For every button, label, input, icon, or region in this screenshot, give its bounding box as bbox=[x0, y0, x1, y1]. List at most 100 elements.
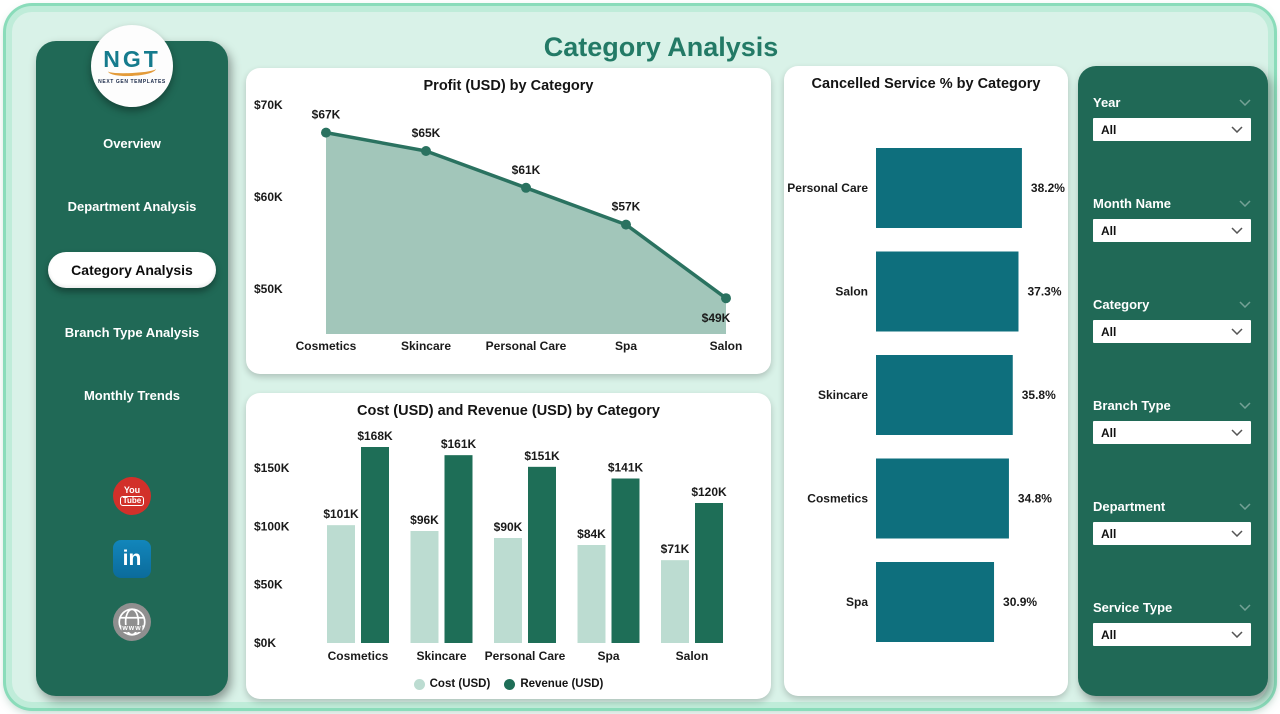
filter-label: Department bbox=[1093, 499, 1166, 514]
globe-www-label: www bbox=[121, 625, 143, 632]
data-label: $61K bbox=[512, 163, 541, 177]
filter-panel: Year All Month Name All Category All Branch Ty… bbox=[1078, 66, 1268, 696]
filter-category-dropdown[interactable]: All bbox=[1093, 320, 1251, 343]
legend-dot bbox=[413, 678, 425, 690]
filter-year-dropdown[interactable]: All bbox=[1093, 118, 1251, 141]
filter-selected-value: All bbox=[1101, 425, 1117, 440]
filter-label: Service Type bbox=[1093, 600, 1173, 615]
bar-revenue-usd--skincare[interactable] bbox=[444, 455, 473, 643]
x-axis-label: Salon bbox=[710, 339, 743, 353]
filter-month-name-dropdown[interactable]: All bbox=[1093, 219, 1251, 242]
linkedin-icon[interactable]: in bbox=[113, 540, 151, 578]
filter-label: Branch Type bbox=[1093, 398, 1171, 413]
ngt-logo: NGT NEXT GEN TEMPLATES bbox=[91, 25, 173, 107]
bar-cost-usd--skincare[interactable] bbox=[410, 530, 439, 643]
data-label: 34.8% bbox=[1018, 492, 1052, 506]
y-axis-label: Skincare bbox=[818, 388, 868, 402]
bar-cost-usd--cosmetics[interactable] bbox=[327, 525, 355, 643]
chevron-down-icon bbox=[1231, 126, 1243, 133]
hbar-spa[interactable] bbox=[876, 562, 995, 642]
bar-cost-usd--salon[interactable] bbox=[661, 560, 689, 643]
filter-branch-type-dropdown[interactable]: All bbox=[1093, 421, 1251, 444]
filter-group-service-type: Service Type All bbox=[1093, 600, 1251, 646]
filter-header-service-type[interactable]: Service Type bbox=[1093, 600, 1251, 615]
y-axis-tick: $0K bbox=[254, 636, 276, 650]
profit-area-chart: $70K $60K $50K $67K Cosmetics $65K Skincare $61… bbox=[254, 98, 743, 353]
hbar-skincare[interactable] bbox=[876, 355, 1013, 435]
y-axis-tick: $150K bbox=[254, 461, 290, 475]
hbar-cosmetics[interactable] bbox=[876, 458, 1009, 539]
area-point-personal-care[interactable] bbox=[521, 182, 531, 193]
website-globe-icon[interactable]: www bbox=[113, 603, 151, 641]
data-label: $84K bbox=[577, 527, 606, 541]
sidebar-item-overview[interactable]: Overview bbox=[103, 136, 161, 151]
filter-service-type-dropdown[interactable]: All bbox=[1093, 623, 1251, 646]
chevron-down-icon bbox=[1231, 227, 1243, 234]
logo-subtext: NEXT GEN TEMPLATES bbox=[98, 78, 166, 85]
data-label: $67K bbox=[312, 108, 341, 122]
filter-label: Category bbox=[1093, 297, 1150, 312]
chart-legend: Cost (USD) Revenue (USD) bbox=[246, 678, 771, 690]
x-axis-label: Salon bbox=[676, 649, 709, 663]
cost-revenue-chart-card: Cost (USD) and Revenue (USD) by Category… bbox=[246, 393, 771, 699]
bar-revenue-usd--spa[interactable] bbox=[611, 478, 640, 643]
bar-revenue-usd--salon[interactable] bbox=[695, 502, 723, 643]
hbar-salon[interactable] bbox=[876, 251, 1019, 332]
x-axis-label: Spa bbox=[615, 339, 637, 353]
y-axis-label: Personal Care bbox=[787, 181, 868, 195]
y-axis-label: Cosmetics bbox=[807, 492, 868, 506]
cost-revenue-chart-title: Cost (USD) and Revenue (USD) by Category bbox=[357, 403, 660, 419]
chevron-down-icon bbox=[1239, 503, 1251, 510]
filter-header-year[interactable]: Year bbox=[1093, 95, 1251, 110]
x-axis-label: Cosmetics bbox=[296, 339, 357, 353]
y-axis-tick: $60K bbox=[254, 190, 283, 204]
sidebar-item-monthly-trends[interactable]: Monthly Trends bbox=[83, 388, 181, 403]
hbar-personal-care[interactable] bbox=[876, 148, 1022, 228]
bar-revenue-usd--cosmetics[interactable] bbox=[361, 446, 389, 643]
bar-cost-usd--personal-care[interactable] bbox=[494, 537, 522, 643]
youtube-label-top: You bbox=[123, 485, 141, 495]
x-axis-label: Personal Care bbox=[486, 339, 567, 353]
data-label: 30.9% bbox=[1003, 595, 1037, 609]
filter-department-dropdown[interactable]: All bbox=[1093, 522, 1251, 545]
legend-dot bbox=[504, 678, 516, 690]
legend-label: Cost (USD) bbox=[429, 678, 491, 690]
data-label: $57K bbox=[612, 200, 641, 214]
data-label: $101K bbox=[323, 507, 359, 521]
sidebar-item-category-analysis[interactable]: Category Analysis bbox=[48, 252, 216, 288]
bar-revenue-usd--personal-care[interactable] bbox=[528, 466, 556, 643]
filter-header-department[interactable]: Department bbox=[1093, 499, 1251, 514]
filter-header-month-name[interactable]: Month Name bbox=[1093, 196, 1251, 211]
sidebar-item-branch-type-analysis[interactable]: Branch Type Analysis bbox=[64, 325, 200, 340]
area-point-skincare[interactable] bbox=[421, 146, 431, 156]
legend-label: Revenue (USD) bbox=[520, 678, 604, 690]
area-point-salon[interactable] bbox=[721, 293, 731, 304]
filter-selected-value: All bbox=[1101, 122, 1117, 137]
y-axis-tick: $100K bbox=[254, 519, 290, 533]
filter-header-category[interactable]: Category bbox=[1093, 297, 1251, 312]
data-label: $151K bbox=[524, 449, 560, 463]
youtube-icon[interactable]: You Tube bbox=[113, 477, 151, 515]
sidebar: NGT NEXT GEN TEMPLATES Overview Departmen… bbox=[36, 25, 228, 696]
data-label: 37.3% bbox=[1027, 285, 1061, 299]
cancelled-service-chart-card: Cancelled Service % by Category Personal… bbox=[784, 66, 1068, 696]
area-point-spa[interactable] bbox=[621, 219, 631, 230]
data-label: $65K bbox=[412, 126, 441, 140]
filter-group-department: Department All bbox=[1093, 499, 1251, 545]
chevron-down-icon bbox=[1239, 604, 1251, 611]
linkedin-label: in bbox=[122, 547, 142, 570]
legend-item-revenue-usd-: Revenue (USD) bbox=[504, 678, 603, 690]
cancelled-service-chart-title: Cancelled Service % by Category bbox=[811, 76, 1041, 92]
filter-label: Month Name bbox=[1093, 196, 1171, 211]
filter-header-branch-type[interactable]: Branch Type bbox=[1093, 398, 1251, 413]
filter-group-year: Year All bbox=[1093, 95, 1251, 141]
data-label: $161K bbox=[441, 437, 477, 451]
x-axis-label: Spa bbox=[597, 649, 619, 663]
bar-cost-usd--spa[interactable] bbox=[577, 544, 606, 643]
filter-selected-value: All bbox=[1101, 526, 1117, 541]
area-point-cosmetics[interactable] bbox=[321, 127, 331, 138]
y-axis-tick: $70K bbox=[254, 98, 283, 112]
page-title: Category Analysis bbox=[543, 32, 779, 62]
data-label: $120K bbox=[691, 485, 727, 499]
sidebar-item-department-analysis[interactable]: Department Analysis bbox=[67, 199, 197, 214]
